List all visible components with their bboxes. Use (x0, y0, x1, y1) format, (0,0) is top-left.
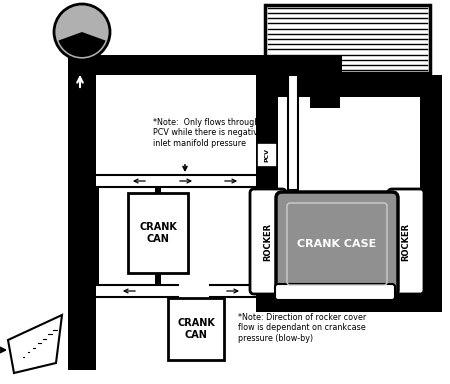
Bar (68, 32, 96, 370)
FancyBboxPatch shape (250, 189, 286, 294)
Bar (94, 187, 99, 285)
Bar (288, 75, 298, 190)
FancyBboxPatch shape (276, 192, 398, 296)
Wedge shape (58, 32, 105, 57)
Text: CRANK CASE: CRANK CASE (297, 239, 377, 249)
Bar (256, 290, 442, 312)
Bar (155, 187, 161, 193)
Bar (155, 273, 161, 285)
Text: ROCKER: ROCKER (264, 222, 273, 261)
Text: *Note: Direction of rocker cover
flow is dependant on crankcase
pressure (blow-b: *Note: Direction of rocker cover flow is… (238, 313, 366, 343)
Bar (82, 55, 342, 75)
Bar (168, 298, 224, 360)
Bar (420, 75, 442, 290)
Bar (265, 5, 430, 73)
Bar (128, 193, 188, 273)
Text: PCV: PCV (265, 148, 270, 162)
Bar (310, 73, 340, 108)
Circle shape (54, 4, 110, 60)
Text: *Note:  Only flows through the
PCV while there is negative
inlet manifold pressu: *Note: Only flows through the PCV while … (153, 118, 275, 148)
Text: CRANK
CAN: CRANK CAN (139, 222, 177, 244)
Bar (256, 75, 278, 290)
Bar (256, 75, 442, 97)
FancyBboxPatch shape (275, 284, 395, 300)
Text: ROCKER: ROCKER (401, 222, 410, 261)
Bar (257, 143, 277, 167)
Text: CRANK
CAN: CRANK CAN (177, 318, 215, 340)
FancyBboxPatch shape (388, 189, 424, 294)
Polygon shape (8, 315, 62, 373)
